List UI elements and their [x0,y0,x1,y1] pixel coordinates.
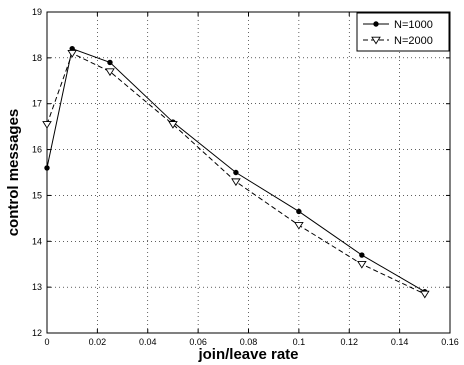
axis-ticks: 0 0.02 0.04 0.06 0.08 0.1 0.12 0.14 0.16 12 13 14 15… [32,7,459,347]
data-point-triangle [42,121,52,129]
data-point-triangle [168,121,178,129]
grid [47,12,450,333]
x-tick-label: 0.14 [391,337,409,347]
data-point-dot [373,21,379,27]
y-axis-title: control messages [5,109,22,237]
y-tick-label: 12 [32,328,42,338]
legend-label: N=1000 [394,19,433,31]
data-point-dot [107,59,113,66]
data-point-dot [233,169,239,176]
series-2 [42,50,430,299]
data-point-dot [44,165,50,171]
x-tick-label: 0.02 [89,337,107,347]
data-point-triangle [105,68,115,77]
x-tick-label: 0.08 [240,337,258,347]
legend-box [356,12,450,52]
data-point-triangle [231,178,241,187]
x-tick-label: 0.12 [340,337,358,347]
data-point-triangle [67,50,77,58]
data-point-triangle [294,221,304,230]
x-axis-title: join/leave rate [197,346,298,363]
x-tick-label: 0.1 [293,337,306,347]
data-point-triangle [357,260,367,269]
y-tick-label: 14 [32,236,42,246]
y-tick-label: 18 [32,53,42,63]
y-tick-label: 19 [32,7,42,17]
y-tick-label: 15 [32,190,42,200]
legend-label: N=2000 [394,35,433,47]
series-line [46,52,426,295]
series-1 [44,45,428,295]
legend-item: N=2000 [363,35,433,47]
data-point-dot [296,208,302,215]
data-point-triangle [371,36,381,45]
legend: N=1000 N=2000 [356,12,450,52]
series-group [42,45,430,299]
data-point-triangle [420,290,430,299]
x-tick-label: 0.06 [189,337,207,347]
series-line [46,48,426,293]
x-tick-label: 0.04 [139,337,157,347]
x-tick-label: 0 [44,337,49,347]
y-tick-label: 13 [32,282,42,292]
y-tick-label: 16 [32,145,42,155]
data-point-dot [359,252,365,258]
x-tick-label: 0.16 [441,337,459,347]
legend-item: N=1000 [363,19,433,31]
y-tick-label: 17 [32,99,42,109]
